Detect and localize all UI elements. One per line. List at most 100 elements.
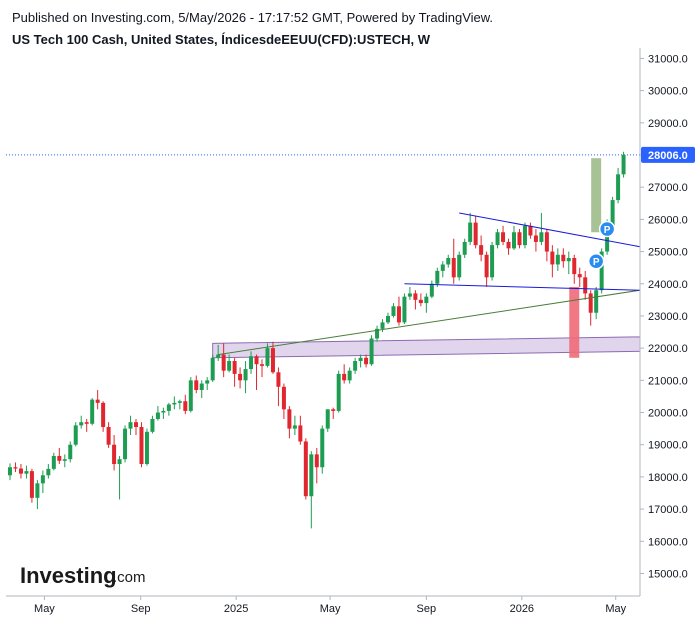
candle-body-up	[616, 174, 621, 201]
candle-body-up	[79, 422, 84, 426]
candle-body-down	[484, 254, 489, 278]
y-tick-label: 22000.0	[648, 343, 688, 355]
candle-body-up	[605, 225, 610, 252]
candle-body-up	[610, 200, 615, 226]
chart-header: Published on Investing.com, 5/May/2026 -…	[12, 9, 493, 48]
candle-body-up	[457, 254, 462, 278]
y-tick-label: 23000.0	[648, 311, 688, 323]
candle-body-down	[18, 468, 23, 474]
candle-body-up	[446, 258, 451, 265]
candle-body-up	[265, 348, 270, 366]
p-marker-lower-label: P	[593, 257, 600, 268]
candle-body-up	[440, 264, 445, 271]
candle-body-up	[177, 401, 182, 403]
candle-body-up	[386, 315, 390, 323]
candle-body-down	[533, 235, 538, 242]
candle-body-down	[583, 277, 588, 294]
candle-body-up	[358, 357, 363, 362]
y-tick-label: 20000.0	[648, 408, 688, 420]
p-marker-upper-label: P	[604, 225, 611, 236]
candle-body-up	[555, 254, 560, 265]
x-tick-label: May	[34, 603, 55, 615]
trend-line	[218, 289, 641, 356]
annotation-layer-back	[6, 154, 641, 359]
candle-body-down	[528, 225, 533, 236]
candle-body-up	[599, 251, 604, 291]
candle-body-down	[254, 356, 259, 365]
candle-body-down	[139, 427, 144, 465]
candle-body-down	[134, 422, 138, 428]
candle-body-down	[194, 380, 199, 390]
candle-body-down	[561, 254, 566, 262]
candle-body-up	[73, 425, 78, 445]
candle-body-down	[544, 232, 549, 252]
candle-body-up	[166, 404, 171, 411]
support-line	[404, 283, 641, 291]
candle-body-down	[238, 373, 243, 381]
y-tick-label: 15000.0	[648, 568, 688, 580]
candle-body-up	[407, 293, 412, 297]
candle-body-down	[106, 427, 111, 445]
candle-body-up	[424, 296, 429, 304]
y-tick-label: 19000.0	[648, 440, 688, 452]
candle-body-up	[490, 245, 495, 278]
candle-body-up	[369, 338, 374, 365]
chart-title: US Tech 100 Cash, United States, Índices…	[12, 32, 430, 47]
candle-body-up	[391, 306, 396, 316]
candle-body-up	[512, 232, 516, 249]
candle-body-up	[325, 409, 330, 429]
x-tick-label: May	[605, 603, 626, 615]
y-tick-label: 17000.0	[648, 504, 688, 516]
candle-body-down	[418, 299, 423, 304]
candle-body-down	[314, 454, 319, 468]
candle-body-up	[40, 475, 45, 484]
candle-body-up	[62, 459, 67, 461]
candle-body-up	[320, 428, 325, 468]
investing-logo: Investing .com	[20, 563, 146, 588]
candle-body-up	[161, 410, 166, 413]
candle-body-up	[128, 422, 133, 429]
candle-body-down	[298, 425, 303, 442]
y-tick-label: 25000.0	[648, 247, 688, 259]
candle-body-down	[517, 232, 522, 246]
annotation-layer-front: PP	[218, 212, 641, 356]
x-tick-label: Sep	[131, 603, 151, 615]
candle-body-up	[24, 471, 29, 474]
candle-body-down	[451, 258, 456, 278]
candle-body-up	[117, 459, 122, 465]
candle-body-down	[13, 467, 18, 469]
candle-body-up	[380, 322, 385, 329]
candle-body-up	[150, 418, 155, 432]
candle-body-down	[364, 357, 369, 365]
candle-body-down	[57, 455, 62, 461]
candle-body-down	[270, 348, 275, 373]
candle-body-up	[46, 468, 51, 476]
candle-body-down	[84, 422, 89, 424]
candle-body-up	[35, 483, 40, 498]
logo-sub-text: .com	[113, 569, 146, 586]
candle-body-down	[112, 444, 117, 465]
candle-body-up	[51, 455, 56, 469]
candle-body-up	[227, 361, 232, 371]
candle-body-up	[144, 431, 149, 465]
candle-body-down	[303, 441, 308, 497]
candle-body-down	[572, 258, 577, 275]
x-tick-label: May	[320, 603, 341, 615]
candle-body-up	[594, 290, 599, 313]
candle-body-down	[501, 232, 506, 242]
candle-body-down	[95, 399, 100, 403]
candle-body-up	[188, 380, 193, 411]
candle-body-up	[495, 232, 500, 246]
y-tick-label: 21000.0	[648, 375, 688, 387]
candle-body-down	[506, 241, 511, 249]
y-tick-label: 27000.0	[648, 182, 688, 194]
candle-body-down	[331, 409, 336, 411]
candle-body-up	[309, 454, 314, 497]
candle-body-up	[8, 467, 12, 476]
y-tick-label: 29000.0	[648, 118, 688, 130]
candle-body-down	[183, 401, 188, 411]
candle-body-up	[522, 225, 527, 246]
candle-body-down	[342, 373, 347, 381]
candle-body-up	[435, 270, 440, 284]
